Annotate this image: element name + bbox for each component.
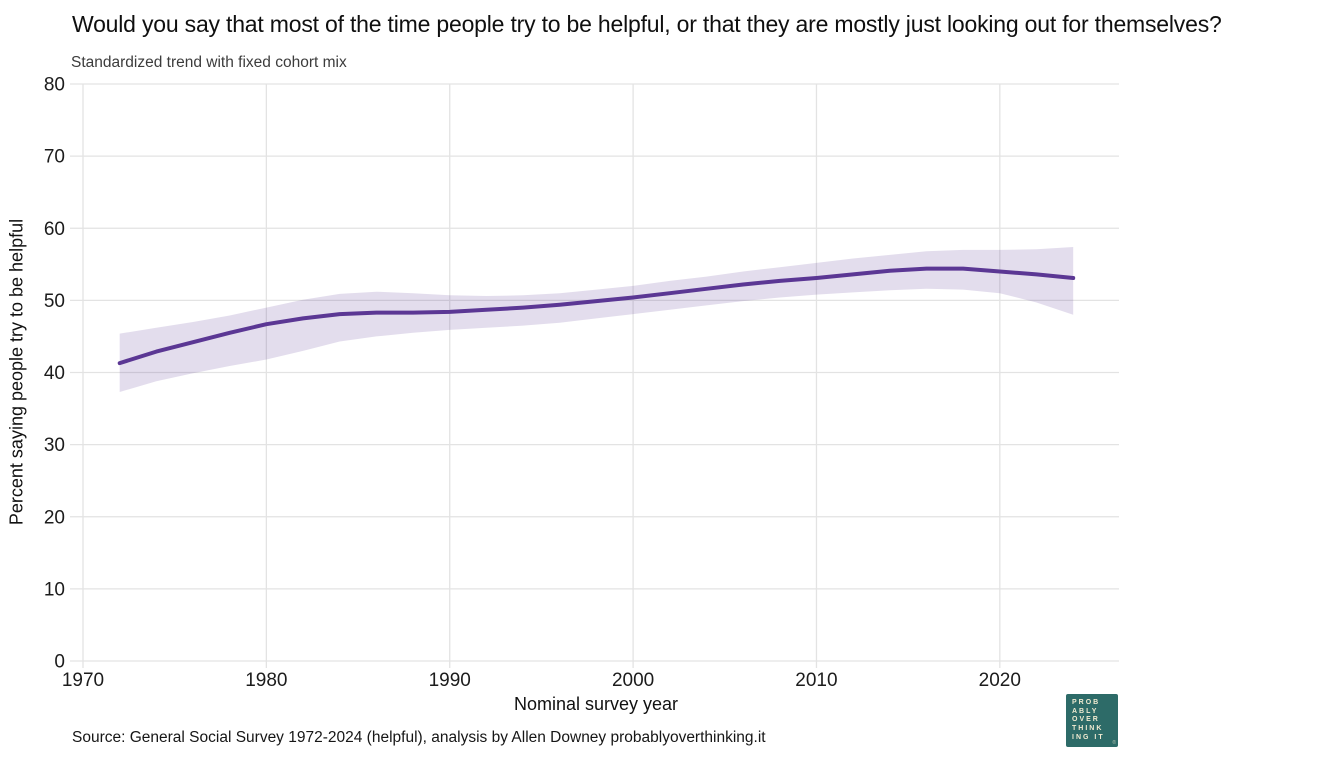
probablyoverthinking-logo: PROB ABLY OVER THINK ING IT ® xyxy=(1066,694,1118,747)
logo-text-line: ING IT xyxy=(1072,733,1105,741)
confidence-band xyxy=(119,247,1074,392)
logo-text-line: OVER xyxy=(1072,716,1100,724)
x-axis-label: Nominal survey year xyxy=(513,694,679,714)
y-tick-label: 30 xyxy=(44,435,65,456)
chart-title: Would you say that most of the time peop… xyxy=(72,11,1222,37)
trend-line xyxy=(117,266,1076,366)
y-tick-label: 50 xyxy=(44,291,65,312)
logo-text-line: THINK xyxy=(1072,725,1104,733)
y-tick-label: 20 xyxy=(44,507,65,528)
y-tick-label: 40 xyxy=(44,363,65,384)
logo-text-line: PROB xyxy=(1072,699,1101,706)
y-tick-label: 80 xyxy=(44,75,65,96)
y-tick-label: 0 xyxy=(54,652,65,673)
y-tick-label: 10 xyxy=(44,579,65,600)
x-tick-label: 1990 xyxy=(429,670,471,691)
x-tick-label: 1970 xyxy=(62,670,104,691)
source-note: Source: General Social Survey 1972-2024 … xyxy=(72,729,766,746)
chart-subtitle: Standardized trend with fixed cohort mix xyxy=(71,54,347,71)
y-tick-label: 70 xyxy=(44,147,65,168)
logo-text-line: ABLY xyxy=(1072,707,1099,715)
x-tick-label: 1980 xyxy=(245,670,287,691)
registered-trademark-icon: ® xyxy=(1112,740,1116,746)
x-tick-label: 2010 xyxy=(795,670,837,691)
y-tick-label: 60 xyxy=(44,219,65,240)
x-tick-label: 2000 xyxy=(612,670,654,691)
x-tick-label: 2020 xyxy=(979,670,1021,691)
